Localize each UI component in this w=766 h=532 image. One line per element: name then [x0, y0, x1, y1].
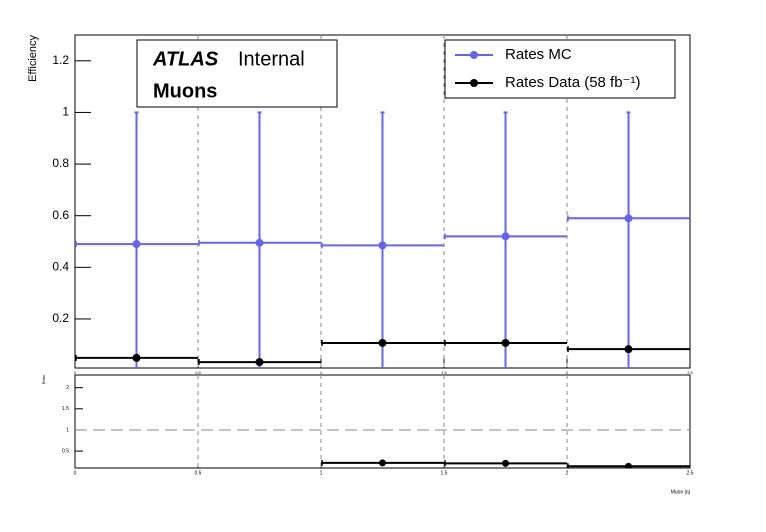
y-tick-label: 2 — [66, 385, 69, 391]
marker — [501, 338, 510, 347]
x-tick-label: 2 — [566, 470, 569, 476]
x-tick-label: 2.5 — [687, 370, 693, 375]
y-tick-label: 0.4 — [52, 259, 69, 273]
y-tick-label: 0.6 — [52, 208, 69, 222]
x-tick-label: 0 — [74, 370, 77, 375]
marker — [378, 338, 387, 347]
y-tick-label: 1 — [66, 427, 69, 433]
x-tick-label: 2 — [566, 370, 569, 375]
plot-area — [75, 111, 690, 368]
legend-label: Rates Data (58 fb⁻¹) — [505, 74, 640, 91]
x-tick-label: 0.5 — [195, 470, 202, 476]
label-box — [136, 39, 338, 108]
plot-area — [321, 459, 690, 468]
marker — [624, 345, 633, 354]
marker — [132, 353, 141, 362]
frame — [74, 374, 691, 469]
y-tick-label: 1.5 — [62, 406, 69, 412]
y-axis-label: Ratio — [41, 374, 46, 384]
y-tick-label: 1.2 — [52, 53, 69, 67]
legend-marker — [470, 51, 478, 59]
x-axis-label: Muon |η| — [671, 489, 690, 495]
y-tick-label: 0.5 — [62, 448, 69, 454]
legend-box — [444, 39, 676, 99]
x-tick-label: 0 — [74, 470, 77, 476]
x-tick-label: 1.5 — [441, 370, 447, 375]
y-tick-label: 0.8 — [52, 156, 69, 170]
marker — [255, 238, 264, 247]
y-tick-label: 1 — [62, 105, 69, 119]
status-label: Internal — [238, 48, 305, 70]
legend-marker — [470, 79, 478, 87]
marker — [132, 240, 141, 249]
marker — [501, 232, 510, 241]
channel-label: Muons — [153, 80, 217, 102]
experiment-label: ATLAS — [152, 48, 219, 70]
x-tick-label: 1.5 — [441, 470, 448, 476]
y-axis-label: Efficiency — [27, 35, 39, 82]
marker — [502, 459, 509, 467]
marker — [378, 241, 387, 250]
x-tick-label: 2.5 — [687, 470, 694, 476]
marker — [379, 459, 386, 467]
x-tick-label: 0.5 — [195, 370, 201, 375]
y-tick-label: 0.2 — [52, 311, 69, 325]
x-tick-label: 1 — [320, 370, 323, 375]
x-tick-label: 1 — [320, 470, 323, 476]
marker — [625, 462, 632, 468]
legend-label: Rates MC — [505, 46, 572, 63]
marker — [255, 358, 264, 367]
marker — [624, 214, 633, 223]
